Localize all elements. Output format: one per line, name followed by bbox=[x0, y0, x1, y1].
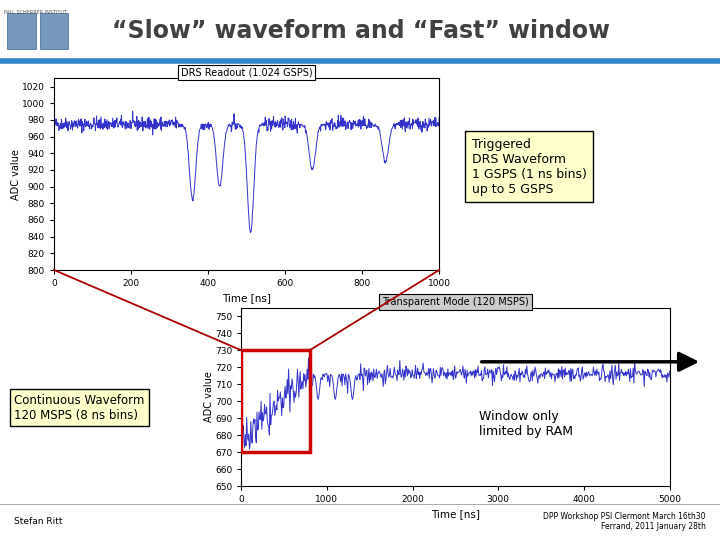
X-axis label: Time [ns]: Time [ns] bbox=[222, 294, 271, 303]
Y-axis label: ADC value: ADC value bbox=[11, 148, 21, 200]
Bar bbox=[40, 13, 68, 49]
Bar bbox=[7, 13, 36, 49]
Title: Transparent Mode (120 MSPS): Transparent Mode (120 MSPS) bbox=[382, 297, 528, 307]
Y-axis label: ADC value: ADC value bbox=[204, 372, 214, 422]
X-axis label: Time [ns]: Time [ns] bbox=[431, 510, 480, 519]
Text: Window only
limited by RAM: Window only limited by RAM bbox=[479, 410, 573, 438]
Text: “Slow” waveform and “Fast” window: “Slow” waveform and “Fast” window bbox=[112, 19, 610, 43]
Title: DRS Readout (1.024 GSPS): DRS Readout (1.024 GSPS) bbox=[181, 68, 312, 78]
Text: DPP Workshop PSI Clermont March 16th30
Ferrand, 2011 January 28th: DPP Workshop PSI Clermont March 16th30 F… bbox=[543, 512, 706, 531]
Text: Stefan Ritt: Stefan Ritt bbox=[14, 517, 63, 526]
Text: PAU. SCHERRER INSTITUT: PAU. SCHERRER INSTITUT bbox=[4, 10, 66, 15]
Text: Continuous Waveform
120 MSPS (8 ns bins): Continuous Waveform 120 MSPS (8 ns bins) bbox=[14, 394, 145, 422]
Text: Triggered
DRS Waveform
1 GSPS (1 ns bins)
up to 5 GSPS: Triggered DRS Waveform 1 GSPS (1 ns bins… bbox=[472, 138, 587, 195]
Bar bbox=[241, 350, 310, 452]
